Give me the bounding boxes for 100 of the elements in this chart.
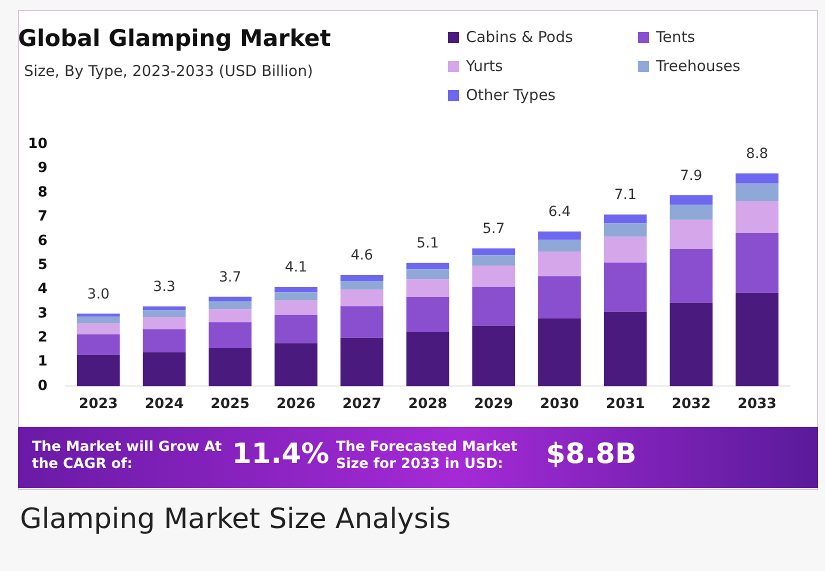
y-tick-label: 7 [38, 208, 48, 225]
y-tick-label: 1 [38, 354, 48, 370]
chart-title: Global Glamping Market [18, 26, 331, 52]
total-label: 3.0 [87, 286, 110, 302]
bar [736, 292, 778, 386]
text: Glamping Market Size Analysis [20, 502, 451, 535]
bar [538, 318, 581, 386]
bar [340, 306, 384, 338]
bar [670, 220, 713, 249]
x-tick-label: 2025 [210, 396, 250, 412]
y-tick-label: 3 [38, 305, 48, 322]
bar [736, 173, 778, 184]
y-tick-label: 0 [38, 378, 48, 394]
bar [208, 296, 252, 302]
bar [670, 248, 713, 303]
y-tick-label: 6 [38, 232, 48, 249]
legend-label: Yurts [466, 57, 503, 75]
text: The Market will Grow At the CAGR of: [32, 439, 222, 473]
bar [274, 287, 318, 292]
x-tick-label: 2028 [408, 396, 448, 412]
bar [736, 183, 778, 201]
bar [77, 354, 120, 386]
bar [274, 343, 318, 386]
bar [406, 279, 450, 297]
bar [538, 240, 581, 252]
x-tick-label: 2027 [342, 396, 382, 412]
legend-label: Tents [656, 28, 696, 46]
x-tick-label: 2033 [738, 396, 777, 412]
total-label: 4.6 [350, 248, 374, 264]
bar [274, 314, 318, 344]
bar [274, 300, 318, 315]
total-label: 3.7 [219, 269, 242, 286]
bar [538, 231, 581, 240]
total-label: 6.4 [548, 204, 571, 220]
bar [472, 255, 516, 266]
total-label: 8.8 [746, 146, 768, 162]
bar [472, 286, 516, 326]
bar [340, 290, 384, 306]
bar [274, 292, 318, 300]
x-tick-label: 2031 [606, 396, 645, 412]
text: The Forecasted Market Size for 2033 in USD: [336, 439, 518, 473]
total-label: 7.9 [680, 168, 702, 184]
bar [77, 323, 120, 334]
total-label: 7.1 [614, 187, 636, 204]
bar [670, 195, 713, 205]
x-tick-label: 2023 [78, 396, 118, 412]
bar [472, 326, 516, 386]
bar [604, 236, 647, 263]
text: $8.8B [546, 437, 638, 471]
total-label: 5.7 [482, 221, 505, 238]
bar [604, 214, 647, 224]
bar [406, 269, 450, 280]
y-tick-label: 8 [38, 184, 48, 200]
bar [472, 248, 516, 256]
bar [142, 317, 186, 330]
bar [208, 348, 252, 386]
bar [208, 309, 252, 322]
bar [142, 352, 186, 386]
y-tick-label: 4 [38, 281, 48, 298]
bar [77, 316, 120, 324]
bar [142, 310, 186, 318]
bar [406, 296, 450, 332]
x-tick-label: 2032 [672, 396, 711, 412]
legend-label: Other Types [466, 86, 556, 104]
bar [670, 204, 713, 220]
chart-subtitle: Size, By Type, 2023-2033 (USD Billion) [24, 62, 313, 80]
x-tick-label: 2030 [540, 396, 580, 412]
bar [340, 281, 384, 290]
bar [736, 232, 778, 293]
bar [77, 314, 120, 317]
bar [340, 338, 384, 386]
bar [208, 301, 252, 310]
bar [736, 200, 778, 233]
bar [142, 329, 186, 352]
legend-label: Treehouses [656, 57, 740, 75]
x-tick-label: 2026 [276, 396, 316, 412]
y-tick-label: 2 [38, 329, 48, 346]
bar [406, 332, 450, 386]
x-tick-label: 2029 [474, 396, 514, 412]
bar [77, 334, 120, 355]
bar [604, 312, 647, 386]
bar [406, 262, 450, 270]
bar [340, 274, 384, 282]
bar [604, 262, 647, 312]
x-tick-label: 2024 [144, 396, 184, 412]
bar [208, 322, 252, 348]
legend-label: Cabins & Pods [466, 28, 573, 46]
bar [604, 223, 647, 237]
bar [142, 306, 186, 310]
y-tick-label: 9 [38, 160, 48, 176]
bar [472, 266, 516, 287]
total-label: 5.1 [416, 236, 439, 252]
total-label: 3.3 [153, 279, 176, 296]
total-label: 4.1 [284, 260, 308, 276]
text: 11.4% [232, 437, 330, 471]
y-tick-label: 5 [38, 256, 48, 273]
y-tick-label: 10 [28, 136, 48, 152]
bar [670, 302, 713, 386]
bar [538, 252, 581, 276]
bar [538, 276, 581, 318]
